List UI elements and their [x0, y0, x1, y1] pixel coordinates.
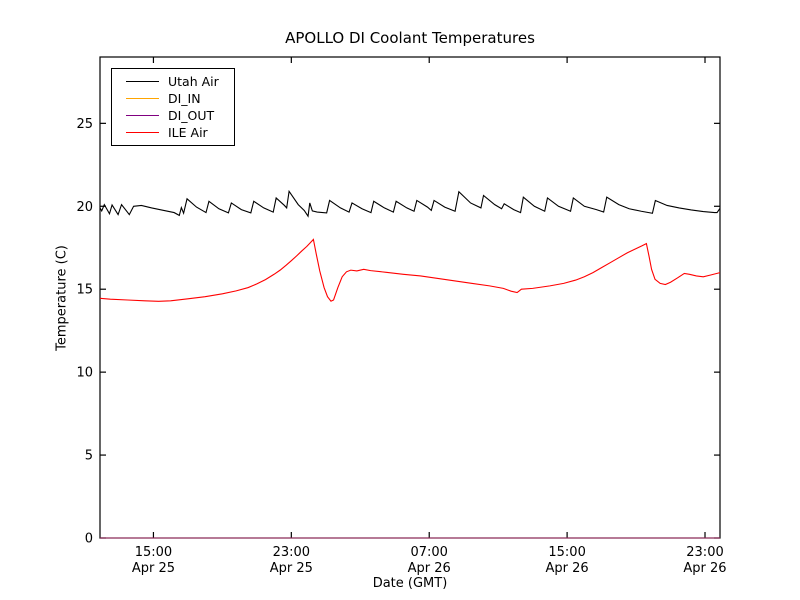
- series-ile-air: [99, 238, 721, 302]
- legend-line-sample: [126, 81, 159, 82]
- y-tick-label: 5: [85, 449, 93, 464]
- legend-line-sample: [126, 98, 159, 99]
- x-tick-label-time: 07:00: [410, 545, 447, 560]
- legend-item-utah-air: Utah Air: [118, 73, 228, 90]
- legend-line-sample: [126, 132, 159, 133]
- x-tick-label-time: 15:00: [548, 545, 585, 560]
- x-tick-label-date: Apr 26: [408, 561, 451, 576]
- y-tick-label: 15: [76, 283, 93, 298]
- chart-title: APOLLO DI Coolant Temperatures: [285, 29, 535, 47]
- y-tick-label: 20: [76, 200, 93, 215]
- legend: Utah Air DI_IN DI_OUT ILE Air: [111, 68, 235, 146]
- x-tick-label-date: Apr 26: [546, 561, 589, 576]
- x-axis-label: Date (GMT): [372, 576, 448, 591]
- legend-item-ile-air: ILE Air: [118, 124, 228, 141]
- x-tick-label-time: 23:00: [273, 545, 310, 560]
- x-tick-label-date: Apr 26: [683, 561, 726, 576]
- series-utah-air: [99, 189, 721, 218]
- x-tick-label-date: Apr 25: [270, 561, 313, 576]
- y-tick-label: 25: [76, 117, 93, 132]
- legend-line-sample: [126, 115, 159, 116]
- y-tick-label: 0: [85, 532, 93, 547]
- legend-label: ILE Air: [168, 125, 208, 140]
- legend-label: DI_OUT: [168, 108, 215, 123]
- x-tick-label-time: 15:00: [135, 545, 172, 560]
- legend-item-di-out: DI_OUT: [118, 107, 228, 124]
- x-tick-label-date: Apr 25: [132, 561, 175, 576]
- x-tick-label-time: 23:00: [686, 545, 723, 560]
- legend-label: Utah Air: [168, 74, 219, 89]
- legend-label: DI_IN: [168, 91, 201, 106]
- legend-item-di-in: DI_IN: [118, 90, 228, 107]
- y-tick-label: 10: [76, 366, 93, 381]
